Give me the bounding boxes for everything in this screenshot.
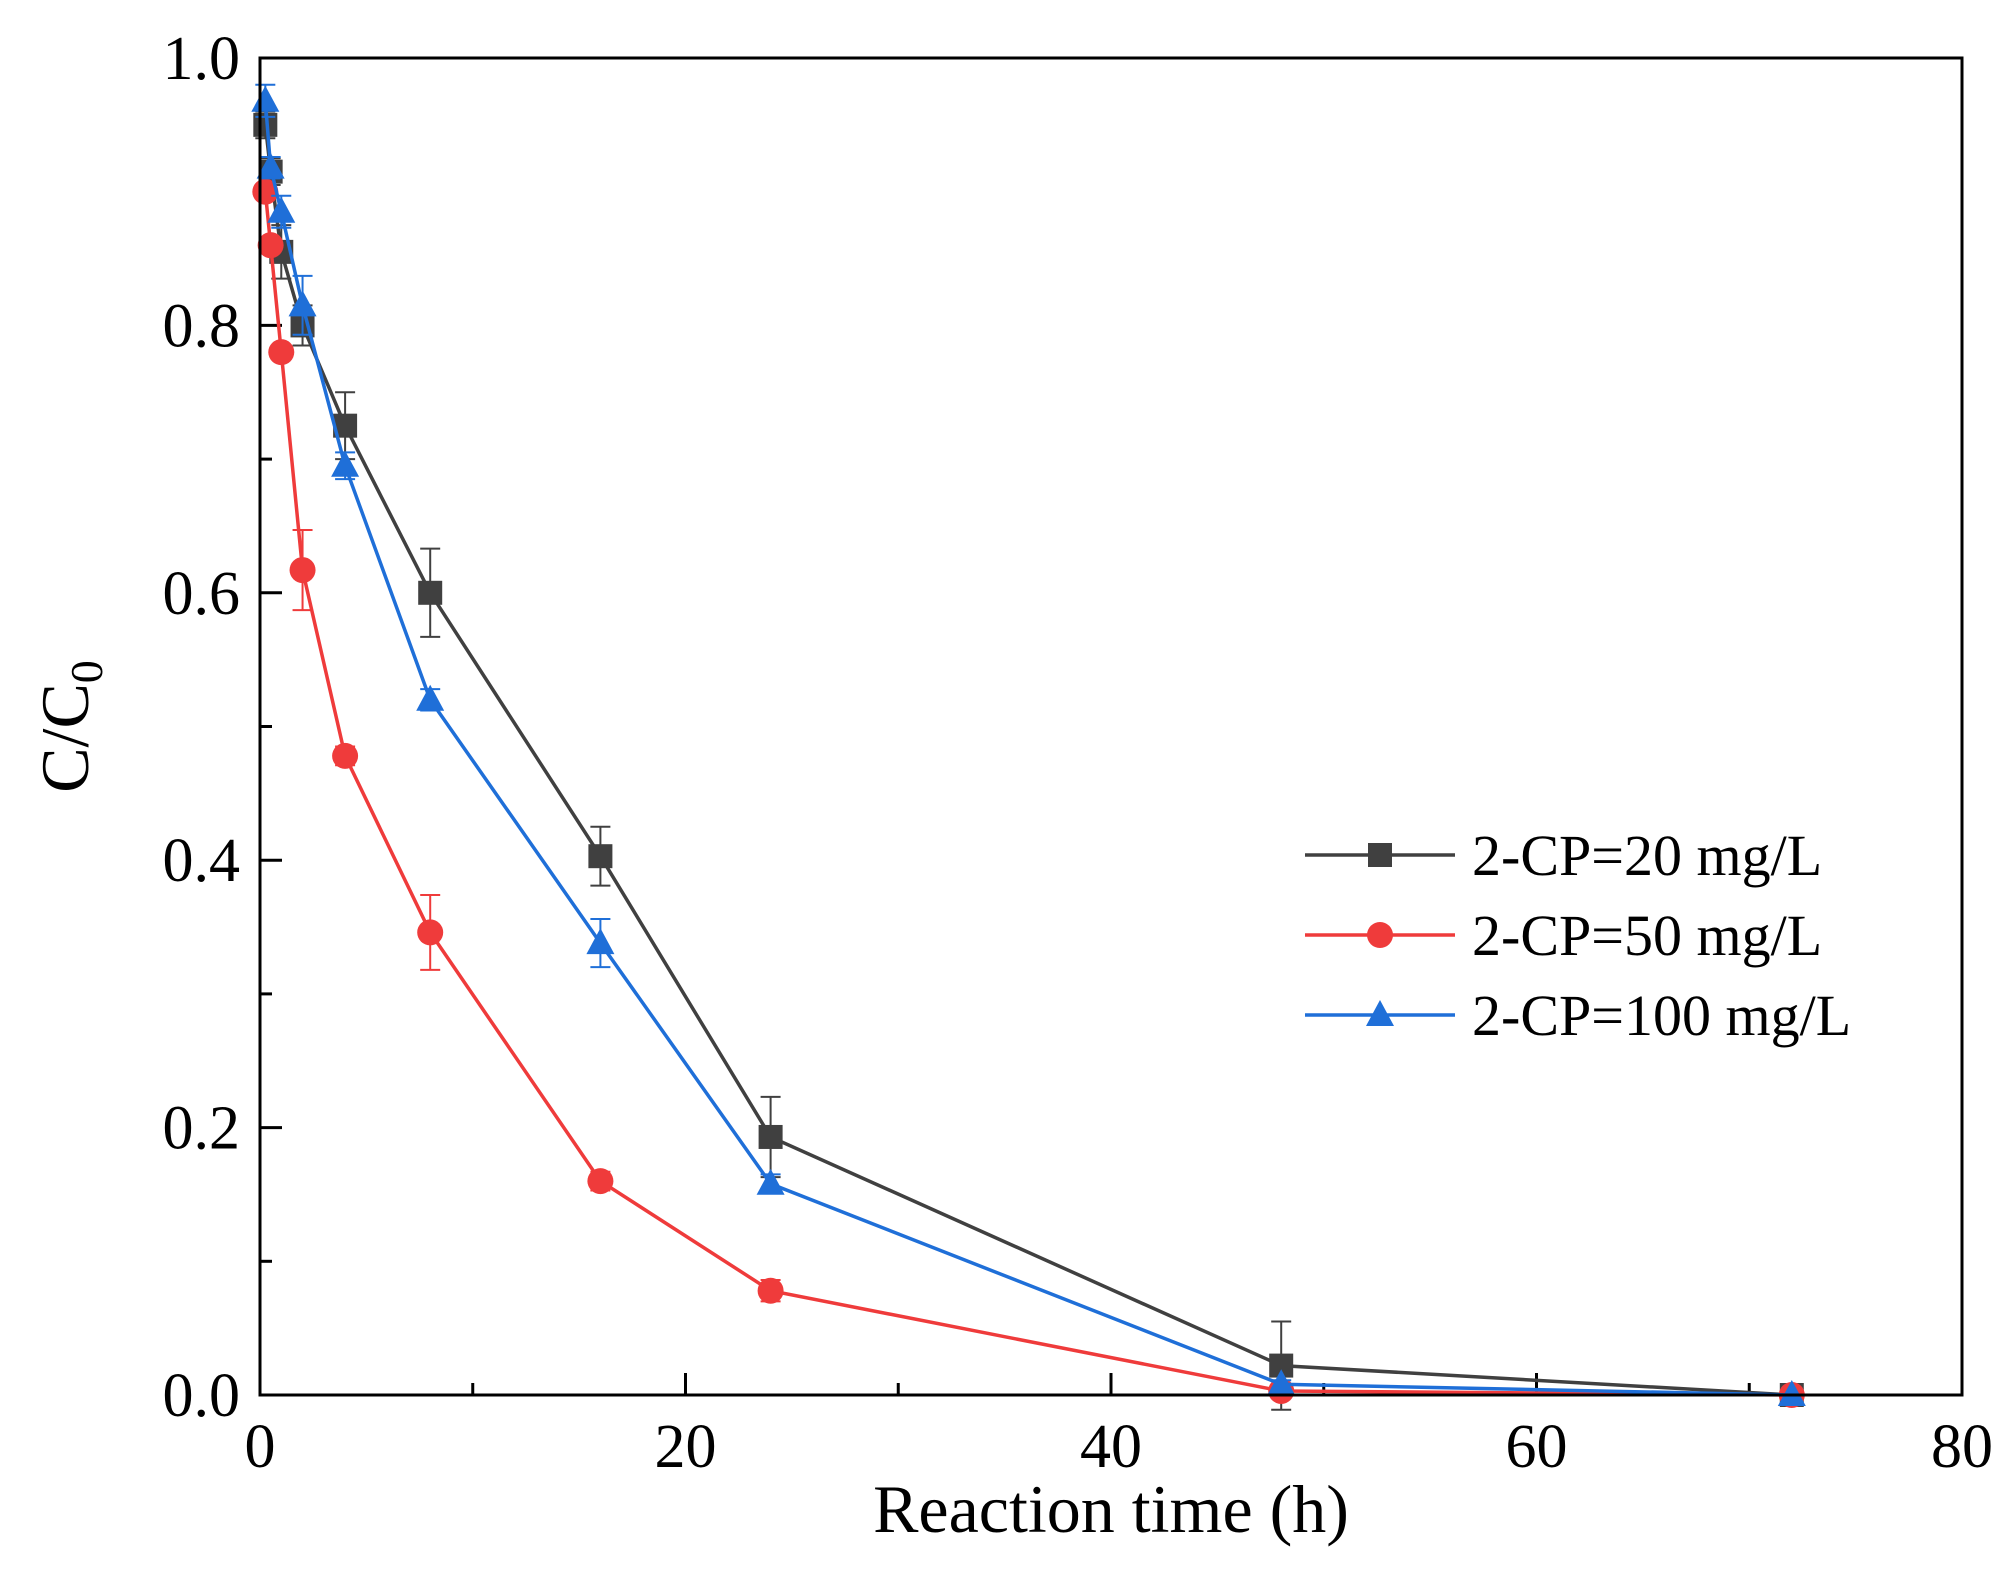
data-point bbox=[758, 1124, 783, 1149]
legend-item: 2-CP=20 mg/L bbox=[1305, 823, 1822, 888]
data-point bbox=[332, 742, 359, 769]
series-line bbox=[263, 124, 1792, 1397]
x-tick-label: 80 bbox=[1931, 1413, 1993, 1481]
data-point bbox=[288, 290, 317, 317]
legend-label: 2-CP=50 mg/L bbox=[1472, 903, 1822, 968]
data-point bbox=[757, 1277, 784, 1304]
legend-marker bbox=[1367, 922, 1393, 948]
data-point bbox=[331, 450, 360, 477]
legend-marker bbox=[1368, 843, 1392, 867]
y-axis-title: C/C0 bbox=[27, 660, 112, 793]
data-point bbox=[416, 684, 445, 711]
x-axis-title: Reaction time (h) bbox=[873, 1471, 1349, 1547]
data-point bbox=[417, 919, 444, 946]
data-point bbox=[586, 928, 615, 955]
plot-frame bbox=[258, 56, 1964, 1397]
data-point bbox=[267, 196, 296, 223]
series-line bbox=[263, 100, 1792, 1397]
data-point bbox=[1267, 1369, 1296, 1396]
y-tick-label: 0.8 bbox=[163, 292, 241, 360]
data-point bbox=[257, 232, 284, 259]
legend: 2-CP=20 mg/L 2-CP=50 mg/L 2-CP=100 mg/L bbox=[1305, 823, 1851, 1048]
y-axis-title-main: C/C bbox=[27, 683, 103, 793]
x-tick-label: 0 bbox=[245, 1413, 276, 1481]
x-tick-label: 40 bbox=[1080, 1413, 1142, 1481]
x-tick-label: 60 bbox=[1506, 1413, 1568, 1481]
legend-item: 2-CP=50 mg/L bbox=[1305, 903, 1822, 968]
data-point bbox=[289, 557, 316, 584]
series-1 bbox=[253, 110, 1804, 1411]
y-tick-label: 0.6 bbox=[163, 560, 241, 628]
legend-item: 2-CP=100 mg/L bbox=[1305, 983, 1851, 1048]
data-point bbox=[588, 844, 613, 869]
data-point bbox=[587, 1168, 614, 1195]
legend-label: 2-CP=20 mg/L bbox=[1472, 823, 1822, 888]
legend-label: 2-CP=100 mg/L bbox=[1472, 983, 1851, 1048]
y-tick-label: 0.2 bbox=[163, 1095, 241, 1163]
svg-text:C/C0: C/C0 bbox=[27, 660, 112, 793]
series-2 bbox=[252, 178, 1805, 1408]
y-axis-title-subscript: 0 bbox=[61, 660, 112, 683]
data-point bbox=[268, 339, 295, 366]
data-point bbox=[256, 152, 285, 179]
tick-labels: 0 20 40 60 80 0.0 0.2 0.4 0.6 0.8 1.0 bbox=[163, 25, 1994, 1481]
y-tick-label: 0.4 bbox=[163, 827, 241, 895]
plot-series bbox=[251, 83, 1806, 1411]
data-point bbox=[251, 85, 280, 112]
data-point bbox=[1777, 1380, 1806, 1406]
x-tick-label: 20 bbox=[655, 1413, 717, 1481]
legend-marker bbox=[1366, 1000, 1394, 1026]
series-3 bbox=[251, 83, 1806, 1406]
data-point bbox=[418, 580, 443, 605]
series-line bbox=[263, 191, 1792, 1397]
y-tick-label: 1.0 bbox=[163, 25, 241, 93]
y-tick-label: 0.0 bbox=[163, 1362, 241, 1430]
data-point bbox=[756, 1168, 785, 1195]
